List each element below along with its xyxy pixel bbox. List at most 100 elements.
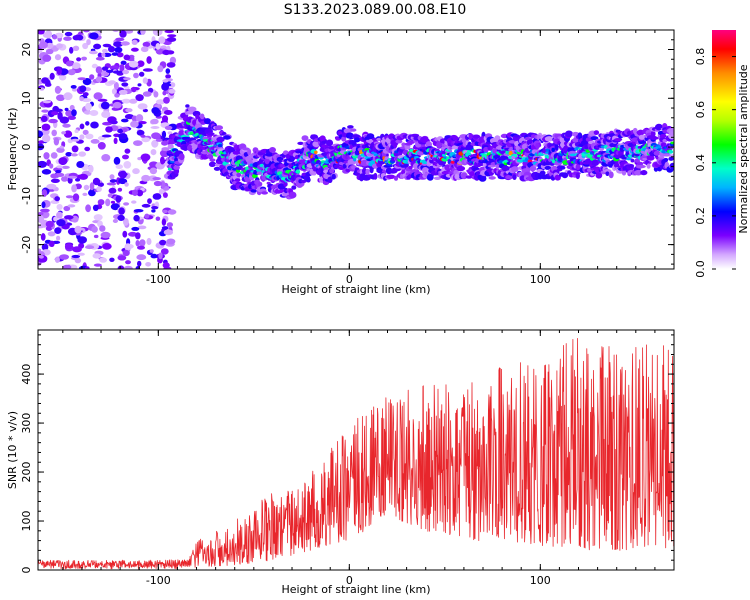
spectrogram-cell <box>613 162 620 168</box>
spectrogram-cell <box>513 134 521 138</box>
spectrogram-cell <box>93 43 102 50</box>
spectrogram-cell <box>167 131 173 135</box>
spectrogram-cell <box>638 134 646 140</box>
spectrogram-cell <box>38 212 44 216</box>
spectrogram-cell <box>70 153 78 157</box>
spectrogram-cell <box>352 134 361 139</box>
spectrogram-cell <box>56 165 63 169</box>
spectrogram-cell <box>247 148 252 156</box>
spectrogram-cell <box>554 174 561 181</box>
spectrogram-cell <box>408 165 413 170</box>
spectrogram-cell <box>56 211 63 219</box>
spectrogram-cell <box>40 208 50 213</box>
spectrogram-cell <box>136 189 144 197</box>
spectrogram-cell <box>591 159 600 166</box>
spectrogram-cell <box>158 36 166 44</box>
snr-y-axis-label: SNR (10 * v/v) <box>6 411 19 489</box>
spectrogram-cell <box>167 209 177 215</box>
x-tick-label: -100 <box>146 273 171 286</box>
spectrogram-cell <box>115 164 124 170</box>
spectrogram-cell <box>71 109 77 117</box>
spectrogram-cell <box>116 52 124 58</box>
spectrogram-cell <box>488 176 496 180</box>
y-tick-label: 0 <box>20 567 33 574</box>
spectrogram-cell <box>50 152 58 159</box>
spectrogram-cell <box>128 60 139 68</box>
spectrogram-cell <box>79 134 85 140</box>
spectrogram-cell <box>668 156 674 161</box>
spectrogram-cell <box>151 206 159 210</box>
spectrogram-cell <box>153 91 159 98</box>
spectrogram-cell <box>465 175 473 179</box>
spectrogram-cell <box>79 85 87 93</box>
spectrogram-cell <box>92 204 99 211</box>
spectrogram-cell <box>59 145 64 149</box>
spectrogram-cell <box>38 130 44 138</box>
y-tick-label: 0 <box>20 144 33 151</box>
spectrogram-frame <box>37 29 675 270</box>
spectrogram-cell <box>121 98 131 104</box>
spectrogram-cell <box>82 92 89 97</box>
spectrogram-cell <box>142 108 148 113</box>
spectrogram-cell <box>159 239 167 246</box>
spectrogram-cell <box>544 136 554 142</box>
spectrogram-cell <box>149 249 154 253</box>
spectrogram-cell <box>291 185 297 190</box>
spectrogram-cell <box>155 99 166 105</box>
spectrogram-cell <box>146 56 152 64</box>
spectrogram-cell <box>165 68 171 74</box>
spectrogram-cell <box>155 138 163 142</box>
spectrogram-cells <box>38 30 674 269</box>
spectrogram-cell <box>261 191 268 195</box>
spectrogram-cell <box>123 54 131 61</box>
spectrogram-cell <box>133 209 144 213</box>
colorbar-tick-label: 0.8 <box>694 48 707 66</box>
spectrogram-cell <box>131 39 138 45</box>
spectrogram-cell <box>140 30 146 35</box>
spectrogram-cell <box>160 248 169 255</box>
spectrogram-cell <box>137 245 145 250</box>
spectrogram-cell <box>653 150 662 156</box>
spectrogram-cell <box>594 167 601 174</box>
spectrogram-cell <box>82 42 89 50</box>
spectrogram-cell <box>113 82 119 90</box>
spectrogram-cell <box>93 263 102 267</box>
spectrogram-cell <box>151 139 159 148</box>
spectrogram-cell <box>92 253 102 259</box>
spectrogram-cell <box>511 166 519 173</box>
spectrogram-cell <box>157 65 164 73</box>
spectrogram-cell <box>38 30 45 35</box>
spectrogram-cell <box>125 244 134 249</box>
spectrogram-cell <box>395 139 403 144</box>
spectrogram-cell <box>63 205 71 212</box>
spectrogram-cell <box>401 169 406 175</box>
spectrogram-cell <box>155 216 161 221</box>
spectrogram-cell <box>213 166 221 171</box>
spectrogram-cell <box>137 60 145 67</box>
spectrogram-cell <box>278 158 283 163</box>
spectrogram-cell <box>115 195 122 203</box>
spectrogram-cell <box>130 120 139 128</box>
spectrogram-cell <box>101 110 111 118</box>
spectrogram-cell <box>163 110 173 115</box>
spectrogram-cell <box>41 201 46 209</box>
spectrogram-cell <box>118 89 128 95</box>
spectrogram-cell <box>114 46 123 53</box>
spectrogram-cell <box>111 52 119 56</box>
spectrogram-cell <box>250 189 257 193</box>
spectrogram-cell <box>63 130 73 138</box>
spectrogram-cell <box>71 138 80 142</box>
spectrogram-cell <box>155 43 161 50</box>
spectrogram-cell <box>634 158 640 163</box>
spectrogram-cell <box>350 128 357 132</box>
spectrogram-cell <box>105 198 111 207</box>
spectrogram-cell <box>343 128 352 134</box>
spectrogram-cell <box>593 130 600 136</box>
spectrogram-cell <box>162 262 170 269</box>
spectrogram-cell <box>85 102 92 111</box>
spectrogram-cell <box>67 138 74 144</box>
spectrogram-cell <box>50 178 60 183</box>
y-tick-label: 10 <box>20 91 33 105</box>
